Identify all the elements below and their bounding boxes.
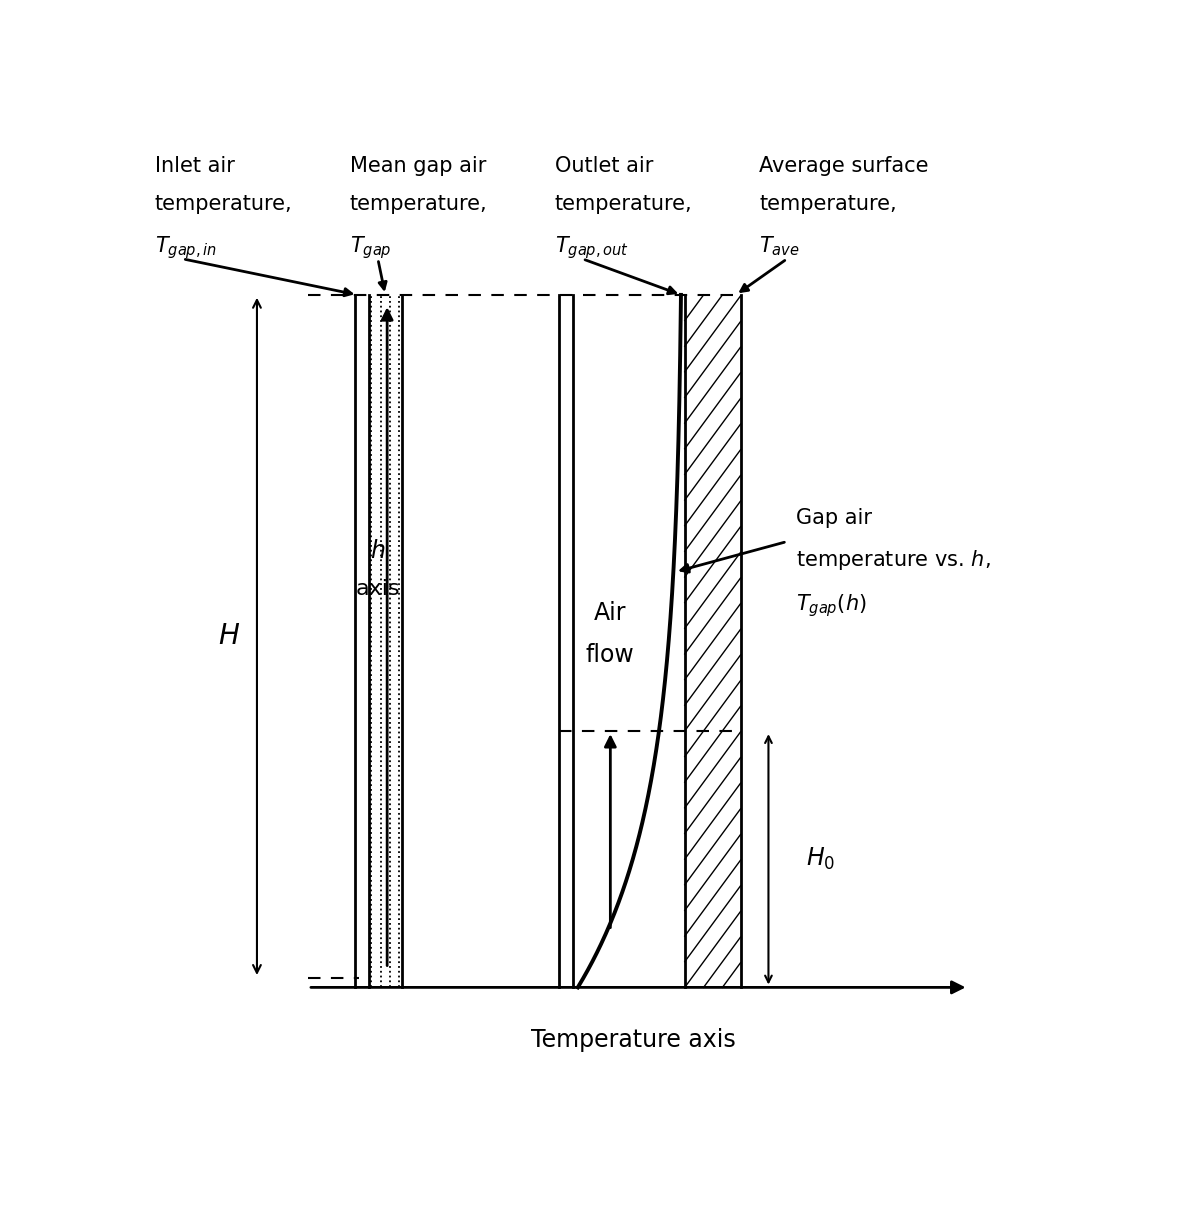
Text: $T_{gap}$: $T_{gap}$ <box>350 234 391 261</box>
Text: temperature,: temperature, <box>350 193 487 213</box>
Text: axis: axis <box>355 579 400 599</box>
Text: Outlet air: Outlet air <box>554 155 653 175</box>
Text: $T_{gap}(h)$: $T_{gap}(h)$ <box>797 593 866 620</box>
Text: flow: flow <box>586 643 635 668</box>
Text: $T_{gap,in}$: $T_{gap,in}$ <box>155 234 217 261</box>
Text: temperature,: temperature, <box>554 193 692 213</box>
Text: Inlet air: Inlet air <box>155 155 234 175</box>
Text: $T_{gap,out}$: $T_{gap,out}$ <box>554 234 629 261</box>
Text: temperature,: temperature, <box>155 193 293 213</box>
Text: Temperature axis: Temperature axis <box>532 1027 736 1052</box>
Text: Air: Air <box>594 601 626 625</box>
Text: $h$: $h$ <box>370 540 385 563</box>
Text: temperature,: temperature, <box>760 193 896 213</box>
Text: $T_{ave}$: $T_{ave}$ <box>760 234 800 257</box>
Text: temperature vs. $h$,: temperature vs. $h$, <box>797 548 991 573</box>
Text: $H_0$: $H_0$ <box>805 846 835 872</box>
Text: Gap air: Gap air <box>797 508 872 527</box>
Text: Average surface: Average surface <box>760 155 929 175</box>
Text: Mean gap air: Mean gap air <box>350 155 486 175</box>
Text: $H$: $H$ <box>218 622 240 650</box>
